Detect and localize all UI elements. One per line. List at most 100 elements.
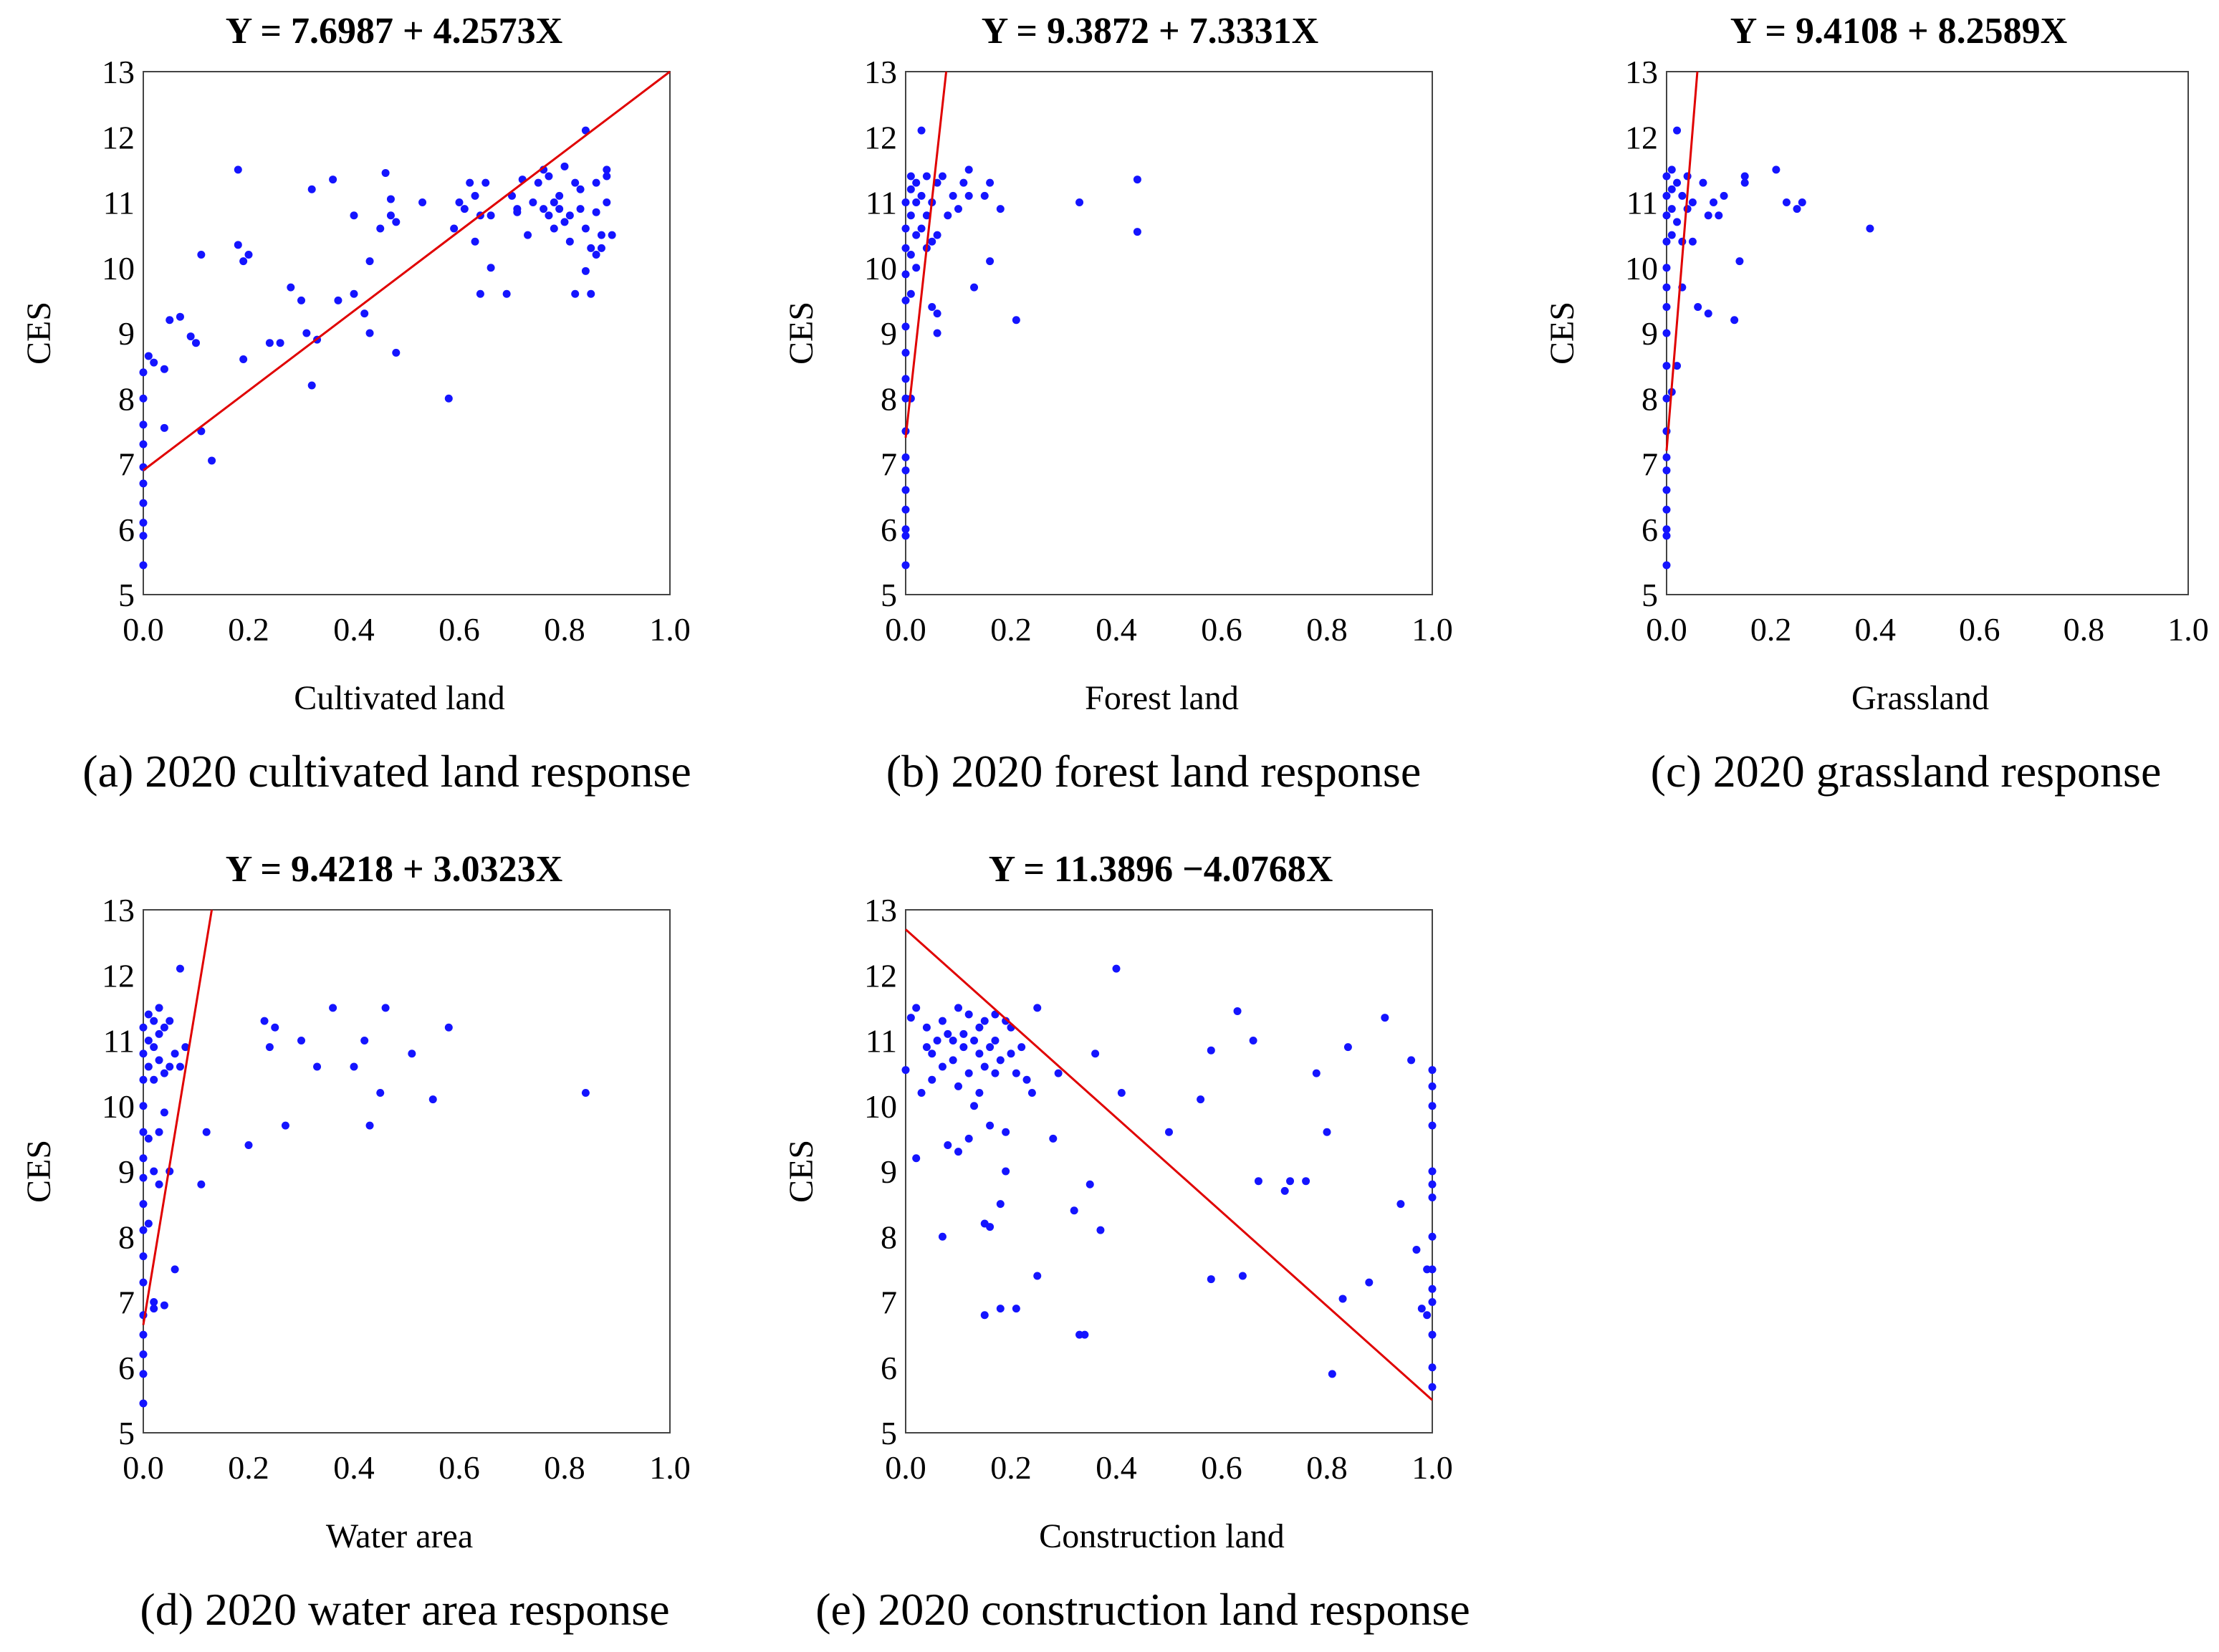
scatter-point <box>529 198 537 206</box>
scatter-point <box>176 1062 184 1071</box>
scatter-point <box>197 1180 206 1188</box>
scatter-point <box>901 1066 910 1075</box>
scatter-point <box>139 1330 148 1339</box>
x-tick-label: 0.4 <box>1096 1449 1137 1486</box>
scatter-point <box>555 205 564 213</box>
scatter-point <box>1417 1305 1426 1313</box>
scatter-point <box>150 1043 158 1052</box>
scatter-point <box>928 237 936 246</box>
scatter-point <box>581 126 590 135</box>
scatter-point <box>1165 1128 1173 1136</box>
regression-fit-line <box>142 909 214 1325</box>
scatter-point <box>1428 1363 1437 1372</box>
scatter-point <box>1133 228 1141 236</box>
x-axis-label: Cultivated land <box>294 679 505 717</box>
scatter-point <box>906 1014 915 1022</box>
scatter-point <box>186 332 195 341</box>
scatter-point <box>392 348 401 357</box>
scatter-point <box>1662 329 1671 337</box>
x-tick-label: 0.6 <box>438 1449 480 1486</box>
y-tick-label: 7 <box>118 446 135 483</box>
scatter-point <box>1365 1278 1374 1287</box>
scatter-point <box>944 211 952 220</box>
regression-equation-title: Y = 7.6987 + 4.2573X <box>226 11 562 52</box>
scatter-point <box>155 1056 163 1065</box>
scatter-point <box>959 1043 968 1052</box>
scatter-point <box>139 421 148 429</box>
x-axis-label: Construction land <box>1039 1517 1285 1555</box>
scatter-point <box>481 178 490 187</box>
scatter-point <box>1312 1069 1321 1077</box>
scatter-point <box>139 1226 148 1234</box>
scatter-point <box>970 1037 979 1044</box>
scatter-point <box>901 224 910 233</box>
scatter-point <box>1054 1069 1063 1077</box>
scatter-point <box>360 1037 369 1044</box>
scatter-point <box>171 1265 179 1274</box>
x-tick-label: 1.0 <box>649 611 691 648</box>
x-tick-label: 0.2 <box>990 1449 1032 1486</box>
y-tick-label: 9 <box>118 315 135 352</box>
scatter-point <box>996 1056 1005 1065</box>
scatter-point <box>1740 172 1749 181</box>
scatter-point <box>150 1167 158 1176</box>
scatter-point <box>917 126 926 135</box>
scatter-point <box>139 479 148 488</box>
scatter-point <box>139 499 148 507</box>
scatter-point <box>265 339 274 347</box>
scatter-point <box>996 205 1005 213</box>
scatter-point <box>550 198 558 206</box>
y-tick-label: 12 <box>102 957 135 994</box>
scatter-point <box>980 1311 989 1320</box>
scatter-point <box>166 1017 174 1025</box>
scatter-point <box>1027 1089 1036 1097</box>
scatter-point <box>1091 1050 1100 1058</box>
scatter-point <box>365 329 374 337</box>
scatter-point <box>1662 505 1671 514</box>
scatter-point <box>181 1043 190 1052</box>
scatter-point <box>1688 198 1697 206</box>
scatter-point <box>1662 303 1671 311</box>
y-tick-label: 7 <box>118 1284 135 1321</box>
x-tick-label: 1.0 <box>2167 611 2209 648</box>
x-tick-label: 0.8 <box>2064 611 2105 648</box>
scatter-point <box>912 264 921 272</box>
scatter-point <box>970 283 979 292</box>
plot-frame <box>905 71 1433 595</box>
scatter-point <box>581 266 590 275</box>
y-tick-label: 13 <box>864 892 897 928</box>
scatter-point <box>922 1023 931 1032</box>
scatter-point <box>144 1134 153 1143</box>
scatter-point <box>1678 191 1687 200</box>
scatter-point <box>1866 224 1874 233</box>
scatter-point <box>571 178 580 187</box>
x-axis-label: Grassland <box>1851 679 1989 717</box>
scatter-point <box>144 1010 153 1019</box>
scatter-point <box>381 168 390 177</box>
scatter-point <box>1678 237 1687 246</box>
scatter-point <box>329 1004 337 1012</box>
y-axis-label: CES <box>782 1140 820 1203</box>
scatter-point <box>155 1029 163 1038</box>
scatter-point <box>938 172 946 181</box>
scatter-point <box>329 176 337 184</box>
scatter-point <box>1112 964 1121 973</box>
scatter-point <box>139 519 148 527</box>
scatter-point <box>160 1023 168 1032</box>
y-tick-label: 8 <box>881 1219 897 1255</box>
scatter-point <box>271 1023 279 1032</box>
scatter-point <box>1075 198 1084 206</box>
scatter-point <box>949 1056 957 1065</box>
scatter-point <box>933 1037 941 1044</box>
regression-fit-line <box>905 928 1433 1401</box>
scatter-point <box>901 486 910 494</box>
x-tick-label: 0.2 <box>228 1449 269 1486</box>
scatter-point <box>1793 205 1801 213</box>
scatter-point <box>1096 1226 1105 1234</box>
scatter-point <box>970 1102 979 1110</box>
scatter-point <box>901 453 910 461</box>
scatter-point <box>150 358 158 367</box>
scatter-point <box>901 532 910 540</box>
scatter-point <box>592 251 600 259</box>
y-tick-label: 11 <box>1626 185 1658 221</box>
